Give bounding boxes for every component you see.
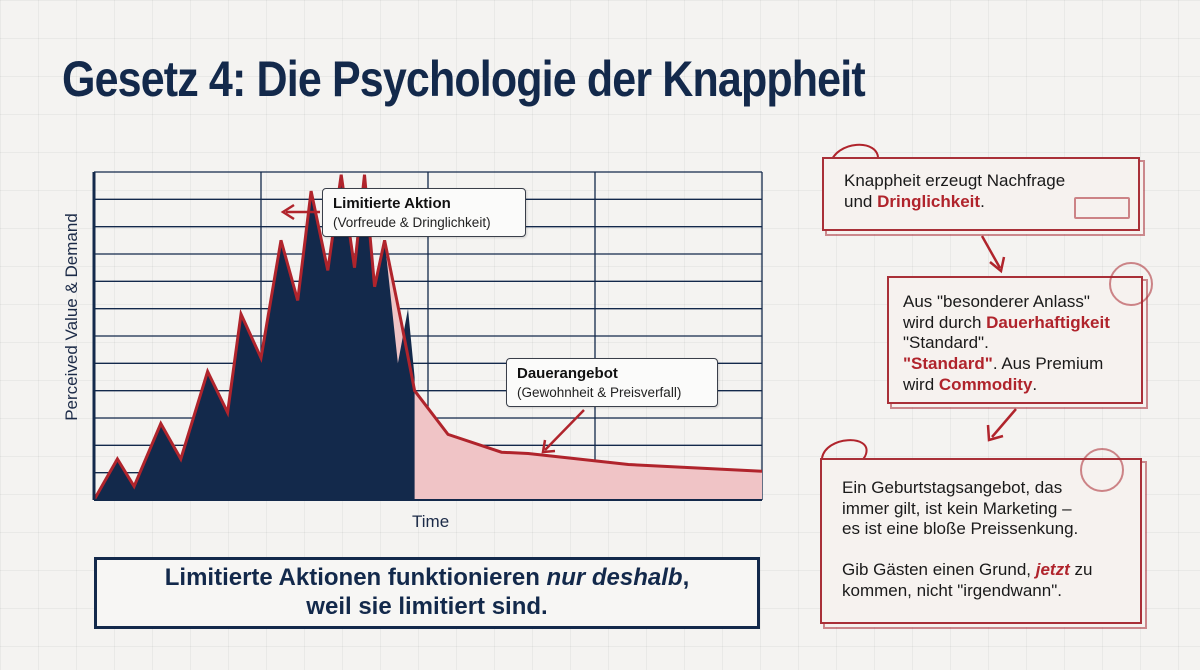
card-text: zu bbox=[1069, 560, 1093, 580]
card-line: es ist eine bloße Preissenkung. bbox=[842, 519, 1079, 539]
card-text: . bbox=[980, 191, 985, 211]
card-text: . bbox=[1032, 374, 1038, 394]
takeaway-banner: Limitierte Aktionen funktionieren nur de… bbox=[94, 557, 760, 629]
card-text: Gib Gästen einen Grund, bbox=[842, 560, 1036, 580]
callout-permanent-offer: Dauerangebot (Gewohnheit & Preisverfall) bbox=[506, 358, 718, 407]
card-text: . Aus Premium bbox=[992, 354, 1104, 374]
card-line: immer gilt, ist kein Marketing – bbox=[842, 498, 1072, 518]
info-card-standard: Aus "besonderer Anlass" wird durch Dauer… bbox=[887, 262, 1153, 404]
y-axis-label: Perceived Value & Demand bbox=[62, 213, 81, 421]
stamp-icon bbox=[1074, 197, 1130, 219]
stamp-icon bbox=[1109, 262, 1153, 306]
callout-limited-action: Limitierte Aktion (Vorfreude & Dringlich… bbox=[322, 188, 526, 237]
card-highlight: jetzt bbox=[1035, 560, 1070, 580]
callout-arrow-permanent bbox=[541, 409, 585, 454]
card-highlight: "Standard" bbox=[903, 354, 993, 374]
stamp-icon bbox=[1080, 448, 1124, 492]
info-card-birthday: Ein Geburtstagsangebot, das immer gilt, … bbox=[820, 448, 1142, 624]
banner-text: , bbox=[682, 564, 690, 592]
callout-subtitle: (Vorfreude & Dringlichkeit) bbox=[333, 215, 491, 230]
card-line: und Dringlichkeit. bbox=[844, 192, 1118, 213]
callout-arrow-limited bbox=[280, 203, 320, 221]
card-highlight: Dauerhaftigkeit bbox=[986, 312, 1110, 332]
card-line: wird Commodity. bbox=[903, 375, 1127, 396]
card-line: Ein Geburtstagsangebot, das bbox=[842, 478, 1063, 497]
card-spacer bbox=[842, 540, 1120, 560]
callout-subtitle: (Gewohnheit & Preisverfall) bbox=[517, 385, 682, 400]
card-text: wird durch bbox=[903, 312, 987, 332]
spike-area bbox=[94, 174, 415, 500]
x-axis-label: Time bbox=[412, 512, 450, 531]
card-highlight: Commodity bbox=[938, 374, 1033, 394]
card-line: Gib Gästen einen Grund, jetzt zu bbox=[842, 560, 1120, 581]
page-title: Gesetz 4: Die Psychologie der Knappheit bbox=[62, 51, 866, 107]
card-line: Knappheit erzeugt Nachfrage bbox=[844, 171, 1066, 190]
info-card-scarcity: Knappheit erzeugt Nachfrage und Dringlic… bbox=[822, 157, 1140, 231]
decline-line bbox=[92, 174, 763, 501]
callout-title: Dauerangebot bbox=[517, 365, 618, 382]
card-text: und bbox=[844, 191, 878, 211]
card-line: "Standard". Aus Premium bbox=[903, 354, 1127, 375]
card-highlight: Dringlichkeit bbox=[877, 191, 981, 211]
banner-line-2: weil sie limitiert sind. bbox=[306, 593, 548, 620]
banner-text: Limitierte Aktionen funktionieren bbox=[164, 564, 547, 592]
card-text: wird bbox=[903, 374, 939, 394]
banner-emphasis: nur deshalb bbox=[546, 564, 683, 592]
card-line: Aus "besonderer Anlass" bbox=[903, 292, 1090, 311]
card-line: wird durch Dauerhaftigkeit bbox=[903, 313, 1127, 334]
card-line: "Standard". bbox=[903, 333, 989, 353]
banner-line-1: Limitierte Aktionen funktionieren nur de… bbox=[165, 564, 690, 593]
card-line: kommen, nicht "irgendwann". bbox=[842, 580, 1062, 600]
callout-title: Limitierte Aktion bbox=[333, 195, 451, 212]
